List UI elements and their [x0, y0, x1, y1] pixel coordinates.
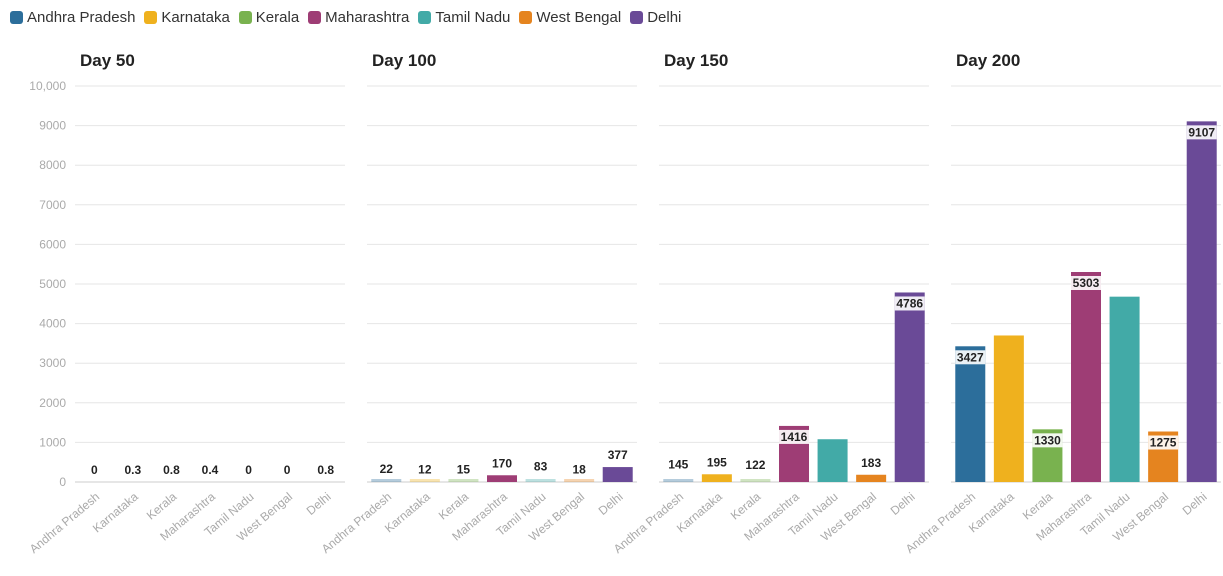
bar — [1186, 121, 1217, 483]
legend-item[interactable]: West Bengal — [519, 9, 621, 26]
legend-swatch — [630, 10, 644, 24]
bar — [602, 467, 633, 482]
y-tick-label: 2000 — [39, 396, 66, 410]
data-label: 195 — [707, 455, 727, 469]
data-label-bg — [1071, 276, 1101, 291]
data-label: 377 — [608, 448, 628, 462]
data-label: 22 — [380, 462, 394, 476]
y-tick-label: 0 — [59, 475, 66, 489]
bar — [993, 335, 1024, 482]
data-label-bg — [1032, 433, 1063, 448]
data-label: 1416 — [781, 430, 808, 444]
data-label: 0.8 — [163, 463, 180, 477]
data-label: 0 — [245, 463, 252, 477]
data-label: 12 — [418, 463, 432, 477]
bar — [409, 479, 440, 482]
data-label: 15 — [457, 462, 471, 476]
data-label: 4786 — [896, 296, 923, 310]
legend-swatch — [418, 10, 432, 24]
bar — [701, 474, 732, 482]
y-tick-label: 4000 — [39, 317, 66, 331]
bar — [955, 346, 986, 482]
legend: Andhra Pradesh Karnataka Kerala Maharashtra… — [10, 7, 690, 27]
legend-swatch — [144, 10, 158, 24]
data-label: 170 — [492, 456, 512, 470]
legend-swatch — [10, 10, 23, 24]
bar — [740, 479, 771, 482]
bar — [487, 475, 517, 482]
legend-item[interactable]: Maharashtra — [308, 9, 409, 26]
data-label: 122 — [745, 458, 765, 472]
legend-label: West Bengal — [536, 8, 622, 26]
data-label: 0.3 — [125, 463, 142, 477]
y-tick-label: 9000 — [39, 119, 66, 133]
data-label: 5303 — [1073, 276, 1100, 290]
data-label: 83 — [534, 460, 548, 474]
legend-label: Karnataka — [161, 8, 230, 26]
data-label: 9107 — [1188, 125, 1215, 139]
y-tick-label: 1000 — [39, 435, 66, 449]
bar — [448, 479, 479, 482]
legend-label: Delhi — [647, 8, 682, 26]
bar — [663, 479, 694, 482]
bar — [856, 474, 887, 482]
legend-label: Kerala — [255, 8, 300, 26]
legend-label: Andhra Pradesh — [27, 8, 136, 26]
x-tick-label: Delhi — [888, 490, 918, 518]
data-label: 1330 — [1034, 433, 1061, 447]
data-label-bg — [894, 296, 925, 311]
panel-title: Day 200 — [956, 51, 1020, 70]
legend-item[interactable]: Andhra Pradesh — [10, 9, 135, 26]
legend-swatch — [308, 10, 322, 24]
y-tick-label: 5000 — [39, 277, 66, 291]
y-tick-label: 10,000 — [29, 79, 66, 93]
data-label-bg — [1186, 125, 1217, 140]
panel-title: Day 50 — [80, 51, 135, 70]
bar — [564, 479, 595, 482]
legend-item[interactable]: Delhi — [630, 9, 681, 26]
x-tick-label: Delhi — [304, 490, 334, 518]
data-label: 0 — [91, 463, 98, 477]
legend-item[interactable]: Karnataka — [144, 8, 230, 26]
data-label: 0.4 — [202, 463, 219, 477]
y-tick-label: 6000 — [39, 237, 66, 251]
data-label: 0.8 — [317, 463, 334, 477]
x-tick-label: Delhi — [1180, 490, 1210, 518]
legend-item[interactable]: Kerala — [238, 8, 300, 26]
bar — [894, 292, 925, 482]
panel-title: Day 100 — [372, 51, 436, 70]
data-label-bg — [1148, 435, 1179, 450]
data-label: 145 — [668, 457, 688, 471]
bar — [371, 479, 402, 482]
y-tick-label: 8000 — [39, 158, 66, 172]
bar — [1071, 272, 1101, 482]
bar — [525, 479, 556, 482]
data-label-bg — [779, 429, 809, 444]
data-label: 18 — [572, 462, 586, 476]
legend-swatch — [238, 10, 252, 24]
bar — [817, 439, 848, 482]
legend-label: Maharashtra — [325, 8, 410, 26]
data-label: 183 — [861, 456, 881, 470]
y-tick-label: 3000 — [39, 356, 66, 370]
y-tick-label: 7000 — [39, 198, 66, 212]
data-label: 0 — [284, 463, 291, 477]
data-label: 3427 — [957, 350, 984, 364]
legend-label: Tamil Nadu — [435, 8, 511, 26]
panel-title: Day 150 — [664, 51, 728, 70]
x-tick-label: Delhi — [596, 490, 626, 518]
data-label: 1275 — [1150, 436, 1177, 450]
legend-item[interactable]: Tamil Nadu — [418, 9, 510, 26]
legend-swatch — [519, 10, 533, 24]
data-label-bg — [955, 350, 986, 365]
bar — [1109, 296, 1140, 482]
